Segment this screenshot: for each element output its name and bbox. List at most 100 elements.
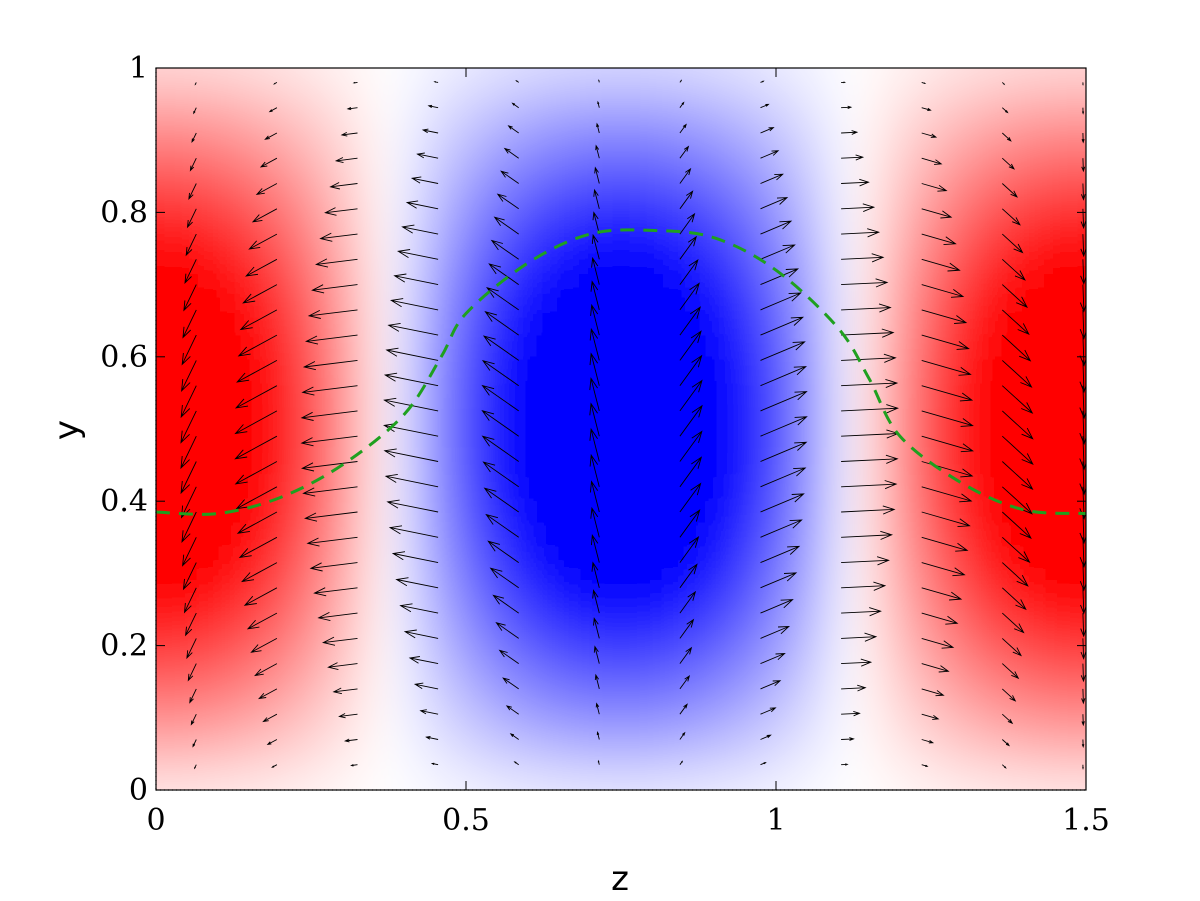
heatmap-cell [202, 525, 227, 550]
heatmap-cell [574, 404, 599, 430]
heatmap-cell [714, 549, 738, 574]
heatmap-cell [923, 790, 947, 815]
heatmap-cell [900, 308, 924, 334]
heatmap-cell [714, 477, 738, 502]
heatmap-cell [179, 573, 204, 599]
heatmap-cell [830, 477, 855, 502]
heatmap-cell [481, 68, 506, 69]
heatmap-cell [481, 68, 506, 93]
quiver-arrow [1001, 461, 1034, 490]
quiver-arrow [1001, 208, 1021, 226]
heatmap-cell [830, 573, 855, 599]
heatmap-cell [621, 140, 645, 165]
heatmap-cell [295, 236, 320, 262]
heatmap-cell [714, 236, 738, 262]
quiver-arrow [679, 79, 683, 83]
heatmap-cell [156, 573, 180, 599]
heatmap-cell [993, 356, 1017, 382]
heatmap-cell [830, 236, 855, 262]
quiver-arrow [679, 482, 702, 513]
heatmap-cell [737, 573, 762, 599]
quiver-arrow [679, 646, 693, 664]
heatmap-cell [411, 284, 436, 310]
heatmap-cell [226, 814, 250, 839]
heatmap-cell [1016, 92, 1041, 117]
heatmap-cell [551, 621, 576, 647]
heatmap-cell [249, 645, 273, 671]
heatmap-cell [388, 356, 413, 382]
heatmap-cell [644, 741, 669, 767]
heatmap-field [156, 20, 1133, 839]
quiver-arrow [589, 453, 600, 487]
heatmap-cell [481, 669, 506, 695]
heatmap-cell [179, 20, 203, 45]
heatmap-cell [156, 212, 180, 238]
heatmap-cell [574, 453, 599, 478]
heatmap-cell [1086, 477, 1110, 502]
heatmap-cell [830, 814, 854, 839]
heatmap-cell [202, 284, 227, 310]
heatmap-cell [690, 236, 715, 262]
heatmap-cell [504, 501, 529, 526]
heatmap-cell [249, 669, 273, 695]
heatmap-cell [458, 429, 483, 454]
heatmap-cell [551, 260, 576, 286]
heatmap-cell [737, 260, 762, 286]
heatmap-cell [458, 693, 483, 719]
heatmap-cell [225, 284, 250, 310]
heatmap-cell [342, 164, 366, 189]
heatmap-cell [1109, 236, 1133, 261]
heatmap-cell [1109, 790, 1133, 815]
heatmap-cell [575, 790, 599, 815]
quiver-arrow [187, 663, 197, 682]
heatmap-cell [295, 741, 320, 767]
heatmap-cell [156, 573, 157, 599]
quiver-arrow [248, 233, 278, 250]
quiver-arrow [322, 636, 358, 646]
quiver-arrow [1001, 486, 1033, 515]
heatmap-cell [1086, 188, 1110, 213]
quiver-arrow [324, 207, 358, 216]
heatmap-cell [179, 549, 204, 574]
heatmap-cell [249, 68, 273, 69]
quiver-arrow [189, 158, 197, 172]
quiver-arrow [841, 105, 853, 110]
heatmap-cell [179, 356, 204, 382]
heatmap-cell [597, 525, 622, 550]
heatmap-cell [203, 790, 227, 815]
quiver-arrow [186, 208, 197, 229]
heatmap-cell [667, 693, 692, 719]
heatmap-cell [667, 68, 692, 93]
heatmap-cell [1062, 573, 1086, 599]
heatmap-cell [690, 284, 715, 310]
heatmap-cell [853, 741, 878, 767]
heatmap-cell [946, 332, 971, 358]
heatmap-cell [946, 212, 971, 238]
heatmap-cell [388, 380, 413, 406]
heatmap-cell [854, 20, 878, 45]
heatmap-cell [225, 669, 250, 695]
heatmap-cell [528, 765, 552, 790]
heatmap-cell [1039, 525, 1064, 550]
heatmap-cell [760, 669, 785, 695]
heatmap-cell [388, 164, 413, 189]
quiver-arrow [421, 128, 439, 134]
heatmap-cell [900, 501, 924, 526]
heatmap-cell [853, 501, 878, 526]
heatmap-cell [225, 116, 250, 141]
heatmap-cell [528, 116, 552, 141]
heatmap-cell [760, 404, 785, 430]
quiver-arrow [590, 534, 600, 563]
heatmap-cell [1063, 20, 1087, 45]
heatmap-cell [156, 92, 180, 117]
quiver-arrow [194, 82, 197, 86]
heatmap-cell [714, 116, 738, 141]
quiver-arrow [679, 703, 688, 715]
heatmap-cell [667, 284, 692, 310]
heatmap-cell [876, 92, 901, 117]
heatmap-cell [783, 164, 808, 189]
quiver-arrow [182, 537, 197, 567]
x-axis-title: z [611, 859, 629, 899]
quiver-arrow [597, 100, 600, 108]
heatmap-cell [946, 92, 971, 117]
